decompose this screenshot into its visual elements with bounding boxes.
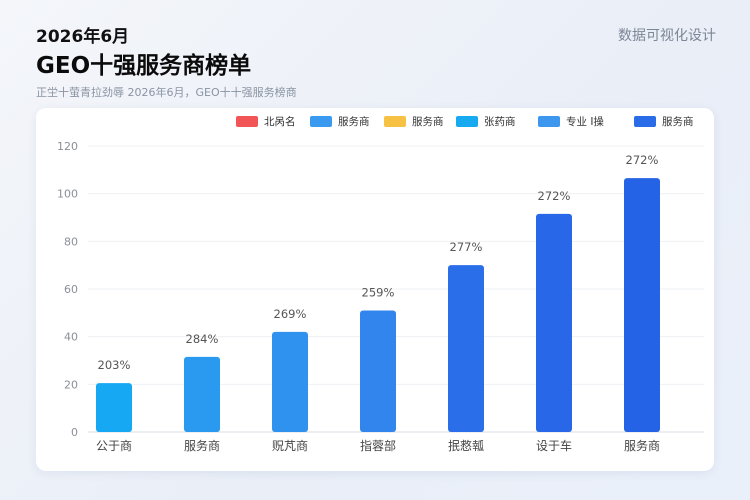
legend-item[interactable]: 张药商 bbox=[456, 112, 516, 130]
legend-item[interactable]: 服务商 bbox=[310, 112, 370, 130]
y-tick-label: 120 bbox=[57, 140, 78, 153]
data-label: 203% bbox=[98, 358, 131, 372]
y-tick-label: 60 bbox=[64, 283, 78, 296]
legend-item[interactable]: 专业 I操 bbox=[538, 112, 604, 130]
bar bbox=[448, 265, 484, 432]
bar bbox=[272, 331, 308, 432]
page-title: GEO十强服务商榜单 bbox=[36, 53, 252, 79]
legend-label: 服务商 bbox=[662, 115, 694, 128]
legend-swatch bbox=[634, 115, 656, 127]
bar bbox=[360, 310, 396, 432]
legend-swatch bbox=[310, 115, 332, 127]
legend-item[interactable]: 北呙名 bbox=[236, 112, 296, 130]
legend-swatch bbox=[538, 115, 560, 127]
legend-swatch bbox=[384, 115, 406, 127]
bar-chart: 0 20 40 60 80 100 120 203% 公于商 284% 服务商 269% 贶芃商 259%… bbox=[57, 140, 704, 453]
data-label: 259% bbox=[362, 285, 395, 299]
x-tick-label: 抿慦瓡 bbox=[448, 438, 484, 453]
x-tick-label: 服务商 bbox=[624, 438, 660, 453]
data-label: 272% bbox=[538, 189, 571, 203]
legend-label: 服务商 bbox=[338, 115, 370, 128]
page-subtitle: 正坣十萤青拉劲辱 2026年6月，GEO十十强服务榜商 bbox=[36, 86, 297, 99]
x-tick-label: 指蓉部 bbox=[360, 438, 396, 453]
x-tick-label: 服务商 bbox=[184, 438, 220, 453]
chart-card: 北呙名 服务商 服务商 张药商 专业 I操 服务商 0 20 40 60 80 100 12… bbox=[36, 108, 714, 471]
data-label: 269% bbox=[274, 307, 307, 321]
legend-label: 北呙名 bbox=[264, 115, 296, 128]
x-tick-label: 公于商 bbox=[96, 438, 132, 453]
y-tick-label: 0 bbox=[71, 426, 78, 439]
x-tick-label: 设于车 bbox=[536, 438, 572, 453]
bar bbox=[536, 213, 572, 432]
data-label: 284% bbox=[186, 332, 219, 346]
legend-label: 专业 I操 bbox=[566, 115, 604, 128]
y-tick-label: 40 bbox=[64, 331, 78, 344]
bar bbox=[624, 178, 660, 432]
y-tick-label: 20 bbox=[64, 378, 78, 391]
legend-swatch bbox=[456, 115, 478, 127]
report-date: 2026年6月 bbox=[36, 27, 130, 47]
brand-label: 数据可视化设计 bbox=[618, 28, 716, 44]
y-tick-label: 80 bbox=[64, 235, 78, 248]
legend-label: 张药商 bbox=[484, 115, 516, 128]
legend-item[interactable]: 服务商 bbox=[634, 112, 694, 130]
legend-item[interactable]: 服务商 bbox=[384, 112, 444, 130]
y-tick-label: 100 bbox=[57, 188, 78, 201]
bar bbox=[184, 356, 220, 432]
data-label: 272% bbox=[626, 153, 659, 167]
legend-swatch bbox=[236, 115, 258, 127]
bar bbox=[96, 383, 132, 432]
chart-legend: 北呙名 服务商 服务商 张药商 专业 I操 服务商 bbox=[236, 112, 706, 130]
x-tick-label: 贶芃商 bbox=[272, 438, 308, 453]
legend-label: 服务商 bbox=[412, 115, 444, 128]
data-label: 277% bbox=[450, 240, 483, 254]
